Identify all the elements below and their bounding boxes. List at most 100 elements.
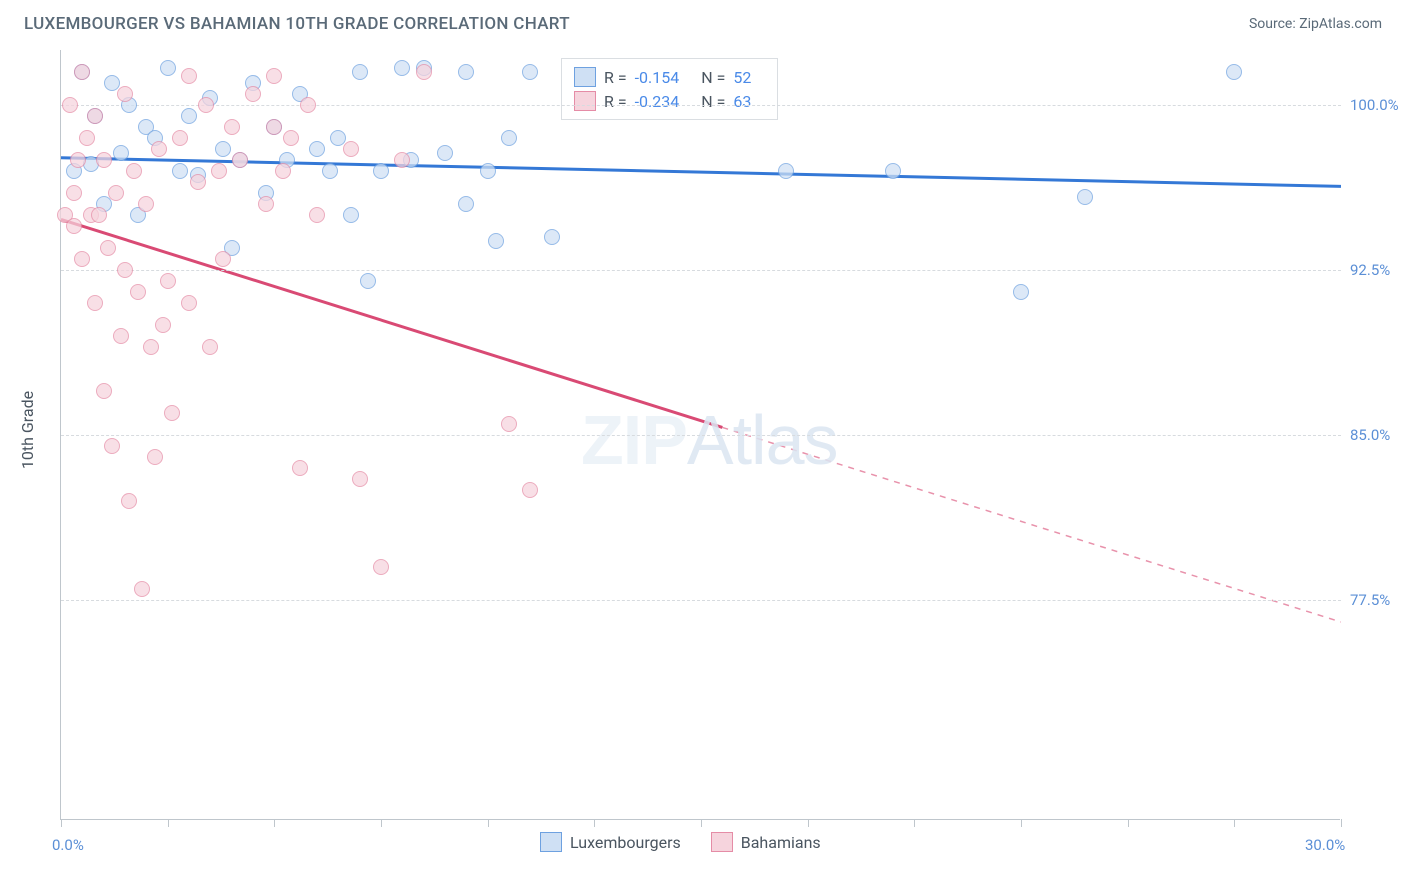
data-point [1077, 189, 1093, 205]
legend-item: Luxembourgers [540, 832, 681, 852]
watermark-light: Atlas [687, 401, 838, 479]
data-point [352, 64, 368, 80]
data-point [70, 152, 86, 168]
data-point [522, 482, 538, 498]
data-point [104, 438, 120, 454]
legend-stats: R =-0.154N =52R =-0.234N =63 [561, 58, 778, 120]
data-point [172, 163, 188, 179]
data-point [96, 152, 112, 168]
data-point [138, 196, 154, 212]
data-point [343, 141, 359, 157]
data-point [172, 130, 188, 146]
y-tick-label: 92.5% [1350, 261, 1390, 279]
x-tick [1128, 819, 1129, 827]
x-tick [1341, 819, 1342, 827]
plot-region: R =-0.154N =52R =-0.234N =63 ZIPAtlas [60, 50, 1340, 820]
data-point [522, 64, 538, 80]
data-point [322, 163, 338, 179]
legend-swatch [574, 91, 596, 111]
data-point [134, 581, 150, 597]
data-point [309, 207, 325, 223]
data-point [394, 60, 410, 76]
n-value: 63 [733, 92, 751, 111]
data-point [143, 339, 159, 355]
data-point [352, 471, 368, 487]
data-point [1013, 284, 1029, 300]
data-point [147, 449, 163, 465]
n-value: 52 [733, 68, 751, 87]
data-point [300, 97, 316, 113]
data-point [224, 119, 240, 135]
data-point [181, 108, 197, 124]
data-point [151, 141, 167, 157]
data-point [96, 383, 112, 399]
y-tick-label: 100.0% [1350, 96, 1399, 114]
data-point [258, 196, 274, 212]
data-point [130, 284, 146, 300]
data-point [309, 141, 325, 157]
data-point [87, 108, 103, 124]
data-point [91, 207, 107, 223]
data-point [117, 262, 133, 278]
data-point [245, 86, 261, 102]
watermark-bold: ZIP [581, 401, 687, 479]
legend-swatch [711, 832, 733, 852]
data-point [164, 405, 180, 421]
y-tick-label: 77.5% [1350, 591, 1390, 609]
legend-swatch [540, 832, 562, 852]
r-value: -0.154 [635, 68, 680, 87]
legend-series: Luxembourgers Bahamians [540, 832, 821, 852]
data-point [100, 240, 116, 256]
y-axis-label: 10th Grade [18, 391, 37, 469]
r-label: R = [604, 92, 627, 111]
data-point [266, 68, 282, 84]
data-point [480, 163, 496, 179]
data-point [113, 145, 129, 161]
data-point [121, 493, 137, 509]
gridline [61, 435, 1341, 436]
chart-title: LUXEMBOURGER VS BAHAMIAN 10TH GRADE CORR… [24, 14, 570, 34]
data-point [458, 196, 474, 212]
chart-area: R =-0.154N =52R =-0.234N =63 ZIPAtlas 0.… [60, 50, 1390, 820]
data-point [160, 273, 176, 289]
data-point [458, 64, 474, 80]
data-point [343, 207, 359, 223]
trend-line-solid [61, 158, 1341, 187]
data-point [117, 86, 133, 102]
data-point [190, 174, 206, 190]
data-point [66, 185, 82, 201]
data-point [74, 251, 90, 267]
trend-line-dashed [722, 427, 1341, 622]
data-point [394, 152, 410, 168]
data-point [215, 251, 231, 267]
x-tick [1021, 819, 1022, 827]
data-point [160, 60, 176, 76]
data-point [108, 185, 124, 201]
gridline [61, 270, 1341, 271]
legend-label: Luxembourgers [570, 833, 681, 852]
data-point [778, 163, 794, 179]
x-tick [381, 819, 382, 827]
data-point [416, 64, 432, 80]
data-point [437, 145, 453, 161]
data-point [181, 295, 197, 311]
n-label: N = [701, 92, 725, 111]
data-point [87, 295, 103, 311]
data-point [126, 163, 142, 179]
data-point [488, 233, 504, 249]
data-point [501, 130, 517, 146]
data-point [215, 141, 231, 157]
data-point [79, 130, 95, 146]
data-point [155, 317, 171, 333]
x-tick [701, 819, 702, 827]
gridline [61, 600, 1341, 601]
data-point [275, 163, 291, 179]
x-tick [914, 819, 915, 827]
gridline [61, 105, 1341, 106]
source-label: Source: ZipAtlas.com [1249, 16, 1382, 32]
x-tick [808, 819, 809, 827]
data-point [232, 152, 248, 168]
legend-label: Bahamians [741, 833, 821, 852]
x-tick [594, 819, 595, 827]
watermark: ZIPAtlas [581, 400, 838, 480]
